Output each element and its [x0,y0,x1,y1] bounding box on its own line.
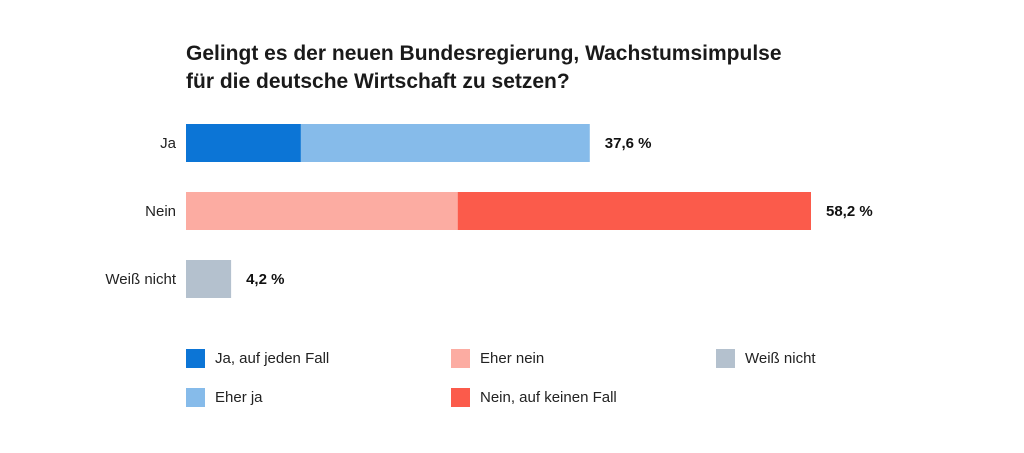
bar-nein-nein-auf-keinen-fall [457,192,811,230]
legend-swatch [716,349,735,368]
chart-title-line-2: für die deutsche Wirtschaft zu setzen? [186,70,570,93]
legend-label: Eher ja [215,389,263,406]
total-label-nein: 58,2 % [826,203,873,220]
category-label-ja: Ja [160,135,177,152]
legend-label: Nein, auf keinen Fall [480,389,617,406]
total-label-ja: 37,6 % [605,135,652,152]
bar-ja-ja-auf-jeden-fall [186,124,301,162]
legend-item-ja-auf-jeden-fall: Ja, auf jeden Fall [186,349,329,368]
bar-ja-eher-ja [300,124,590,162]
legend-swatch [186,388,205,407]
bar-nein-eher-nein [186,192,458,230]
legend-item-eher-ja: Eher ja [186,388,263,407]
legend-swatch [451,349,470,368]
chart-title-line-1: Gelingt es der neuen Bundesregierung, Wa… [186,42,782,65]
category-label-weiss-nicht: Weiß nicht [105,271,176,288]
category-label-nein: Nein [145,203,176,220]
legend-label: Weiß nicht [745,350,816,367]
legend-item-eher-nein: Eher nein [451,349,544,368]
legend-item-weiss-nicht: Weiß nicht [716,349,816,368]
bar-weiss-nicht-weiss-nicht [186,260,232,298]
legend-swatch [451,388,470,407]
legend-item-nein-auf-keinen-fall: Nein, auf keinen Fall [451,388,617,407]
legend-swatch [186,349,205,368]
legend-label: Eher nein [480,350,545,367]
legend-label: Ja, auf jeden Fall [215,350,330,367]
total-label-weiss-nicht: 4,2 % [246,271,284,288]
chart-title: Gelingt es der neuen Bundesregierung, Wa… [186,40,866,96]
